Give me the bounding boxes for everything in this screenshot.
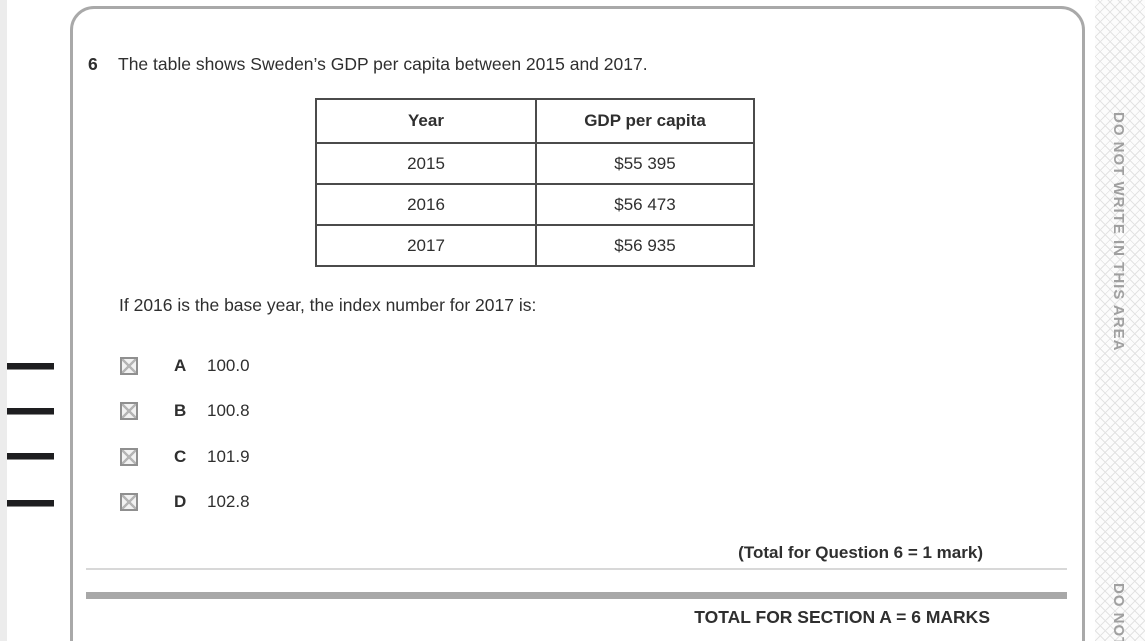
- binding-mark: [7, 408, 54, 415]
- binding-mark: [7, 500, 54, 507]
- answer-checkbox-icon[interactable]: [120, 493, 138, 511]
- table-cell-year: 2017: [315, 224, 537, 267]
- table-cell-gdp: $55 395: [535, 142, 755, 185]
- question-text: The table shows Sweden’s GDP per capita …: [118, 54, 648, 74]
- option-letter: D: [174, 492, 187, 511]
- table-cell-year: 2016: [315, 183, 537, 226]
- section-total-marks: TOTAL FOR SECTION A = 6 MARKS: [694, 607, 990, 627]
- option-value: 100.8: [207, 401, 250, 420]
- table-row: 2016 $56 473: [315, 183, 755, 226]
- option-letter: B: [174, 401, 187, 420]
- table-cell-year: 2015: [315, 142, 537, 185]
- table-row: 2015 $55 395: [315, 142, 755, 185]
- option-letter: C: [174, 447, 187, 466]
- question-total-marks: (Total for Question 6 = 1 mark): [738, 543, 983, 562]
- question-number: 6: [88, 54, 98, 74]
- answer-option-a: A 100.0: [120, 356, 250, 376]
- answer-option-b: B 100.8: [120, 401, 250, 421]
- table-header-row: Year GDP per capita: [315, 98, 755, 144]
- section-divider-rule: [86, 592, 1067, 599]
- table-cell-gdp: $56 935: [535, 224, 755, 267]
- do-not-write-label: DO NOT WRITE IN THIS AREA: [1110, 583, 1127, 641]
- binding-mark: [7, 363, 54, 370]
- answer-checkbox-icon[interactable]: [120, 402, 138, 420]
- binding-mark: [7, 453, 54, 460]
- question-line: 6 The table shows Sweden’s GDP per capit…: [88, 54, 648, 75]
- option-value: 102.8: [207, 492, 250, 511]
- answer-checkbox-icon[interactable]: [120, 448, 138, 466]
- do-not-write-margin: [1095, 0, 1145, 641]
- question-divider-rule: [86, 568, 1067, 570]
- option-letter: A: [174, 356, 187, 375]
- answer-checkbox-icon[interactable]: [120, 357, 138, 375]
- table-row: 2017 $56 935: [315, 224, 755, 267]
- answer-option-d: D 102.8: [120, 492, 250, 512]
- table-header-gdp: GDP per capita: [535, 98, 755, 144]
- question-prompt: If 2016 is the base year, the index numb…: [119, 295, 537, 315]
- answer-option-c: C 101.9: [120, 447, 250, 467]
- table-cell-gdp: $56 473: [535, 183, 755, 226]
- do-not-write-label: DO NOT WRITE IN THIS AREA: [1110, 112, 1127, 352]
- page-edge-strip: [0, 0, 7, 641]
- table-header-year: Year: [315, 98, 537, 144]
- gdp-table: Year GDP per capita 2015 $55 395 2016 $5…: [315, 98, 755, 267]
- option-value: 101.9: [207, 447, 250, 466]
- option-value: 100.0: [207, 356, 250, 375]
